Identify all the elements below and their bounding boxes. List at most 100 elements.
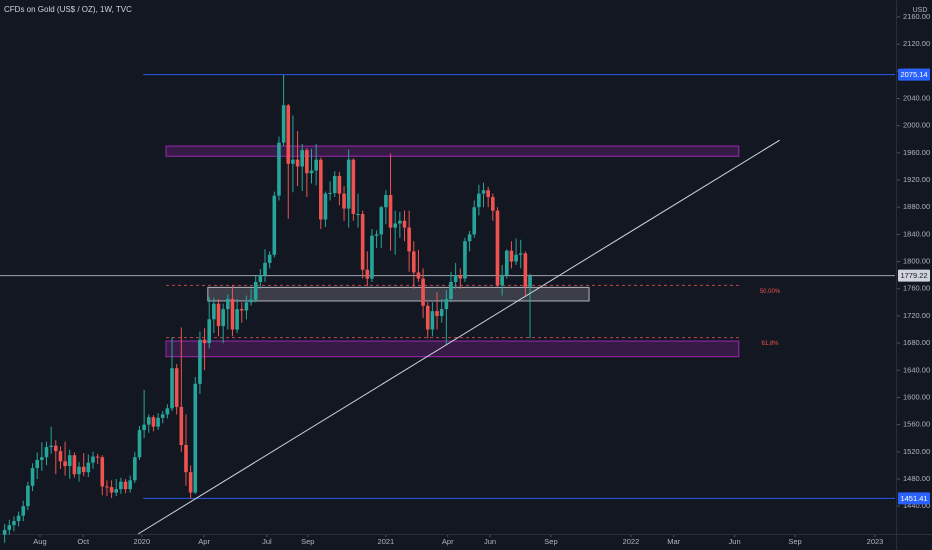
candle-body <box>379 207 384 235</box>
y-tick-label: 2120.00 <box>903 39 930 48</box>
candle-body <box>444 298 449 310</box>
candle-body <box>272 195 277 255</box>
candle-body <box>67 455 72 467</box>
candle-body <box>286 105 291 164</box>
y-tick-label: 1960.00 <box>903 148 930 157</box>
candle-body <box>170 368 174 409</box>
candle-body <box>216 303 221 327</box>
candle-body <box>188 472 193 493</box>
candle-body <box>453 275 458 282</box>
x-tick-label: Sep <box>301 537 314 546</box>
candle-body <box>109 487 114 493</box>
y-tick-label: 1800.00 <box>903 257 930 266</box>
candle-body <box>472 207 477 235</box>
candle-body <box>300 150 305 167</box>
x-tick-label: Apr <box>442 537 454 546</box>
zone <box>165 340 740 358</box>
candle-body <box>12 521 16 526</box>
candle-body <box>528 275 532 287</box>
candle-body <box>370 235 374 279</box>
candle-body <box>416 272 421 279</box>
candle-body <box>123 481 128 490</box>
candle-body <box>481 190 486 194</box>
y-axis-label: USD <box>913 7 928 14</box>
candle-body <box>160 414 165 418</box>
candle-body <box>504 250 509 276</box>
candle-body <box>179 406 184 445</box>
candle-body <box>146 417 151 425</box>
x-tick-label: Mar <box>667 537 680 546</box>
candle-body <box>314 159 318 171</box>
chart-title: CFDs on Gold (US$ / OZ), 1W, TVC <box>4 5 132 14</box>
candle-body <box>226 298 230 310</box>
candle-body <box>477 193 481 208</box>
candle-body <box>346 159 351 209</box>
candle-body <box>2 529 7 535</box>
trendline <box>137 139 780 535</box>
zone <box>207 286 590 302</box>
candle-body <box>291 159 295 164</box>
candle-body <box>44 447 49 458</box>
price-tag-label: 1451.41 <box>900 494 927 503</box>
candle-body <box>230 298 235 330</box>
candle-body <box>337 175 342 194</box>
candle-body <box>63 461 67 467</box>
candle-body <box>463 241 467 279</box>
candle-body <box>430 311 435 330</box>
plot-area: 50.00% 61.8% <box>0 74 895 543</box>
x-tick-label: Oct <box>77 537 90 546</box>
candle-body <box>239 309 244 311</box>
candle-body <box>523 253 528 287</box>
candle-body <box>16 515 21 522</box>
candle-body <box>221 309 225 327</box>
candle-body <box>95 456 100 458</box>
price-tag-label: 2075.14 <box>900 70 927 79</box>
candle-body <box>439 309 444 316</box>
price-tag <box>898 68 930 81</box>
candle-body <box>388 194 393 228</box>
x-tick-label: 2021 <box>378 537 395 546</box>
candle-body <box>500 275 504 286</box>
candle-body <box>100 457 105 487</box>
y-tick-label: 1760.00 <box>903 284 930 293</box>
y-tick-label: 2160.00 <box>903 12 930 21</box>
candle-body <box>267 254 272 263</box>
y-tick-label: 1880.00 <box>903 202 930 211</box>
candle-body <box>193 383 198 493</box>
y-tick-label: 1560.00 <box>903 420 930 429</box>
candle-body <box>165 408 170 415</box>
candle-body <box>7 525 12 530</box>
axis-unit-bg <box>898 6 932 20</box>
candle-body <box>58 451 63 462</box>
candle-body <box>360 214 365 270</box>
candle-body <box>35 459 39 469</box>
x-tick-label: Sep <box>544 537 557 546</box>
x-tick-label: Jun <box>484 537 496 546</box>
candle-body <box>53 445 58 452</box>
candle-body <box>133 457 137 481</box>
y-tick-label: 1840.00 <box>903 229 930 238</box>
candle-body <box>305 150 309 174</box>
candle-body <box>128 480 132 490</box>
candle-body <box>142 424 146 431</box>
price-tag <box>898 492 930 505</box>
candle-body <box>449 281 453 299</box>
y-tick-label: 1720.00 <box>903 311 930 320</box>
candle-body <box>212 303 216 320</box>
candle-body <box>202 339 207 344</box>
zone <box>165 145 740 157</box>
candle-body <box>398 220 402 224</box>
candle-body <box>156 417 160 427</box>
candle-body <box>384 194 388 208</box>
candle-body <box>49 445 53 448</box>
candle-body <box>374 234 379 236</box>
candle-body <box>151 417 156 427</box>
y-tick-label: 1680.00 <box>903 338 930 347</box>
candle-body <box>518 253 523 255</box>
candle-body <box>332 175 337 193</box>
candle-body <box>174 368 179 407</box>
candle-body <box>319 159 323 220</box>
price-tag-label: 1779.22 <box>900 271 927 280</box>
x-tick-label: Aug <box>33 537 46 546</box>
candle-body <box>91 456 95 463</box>
